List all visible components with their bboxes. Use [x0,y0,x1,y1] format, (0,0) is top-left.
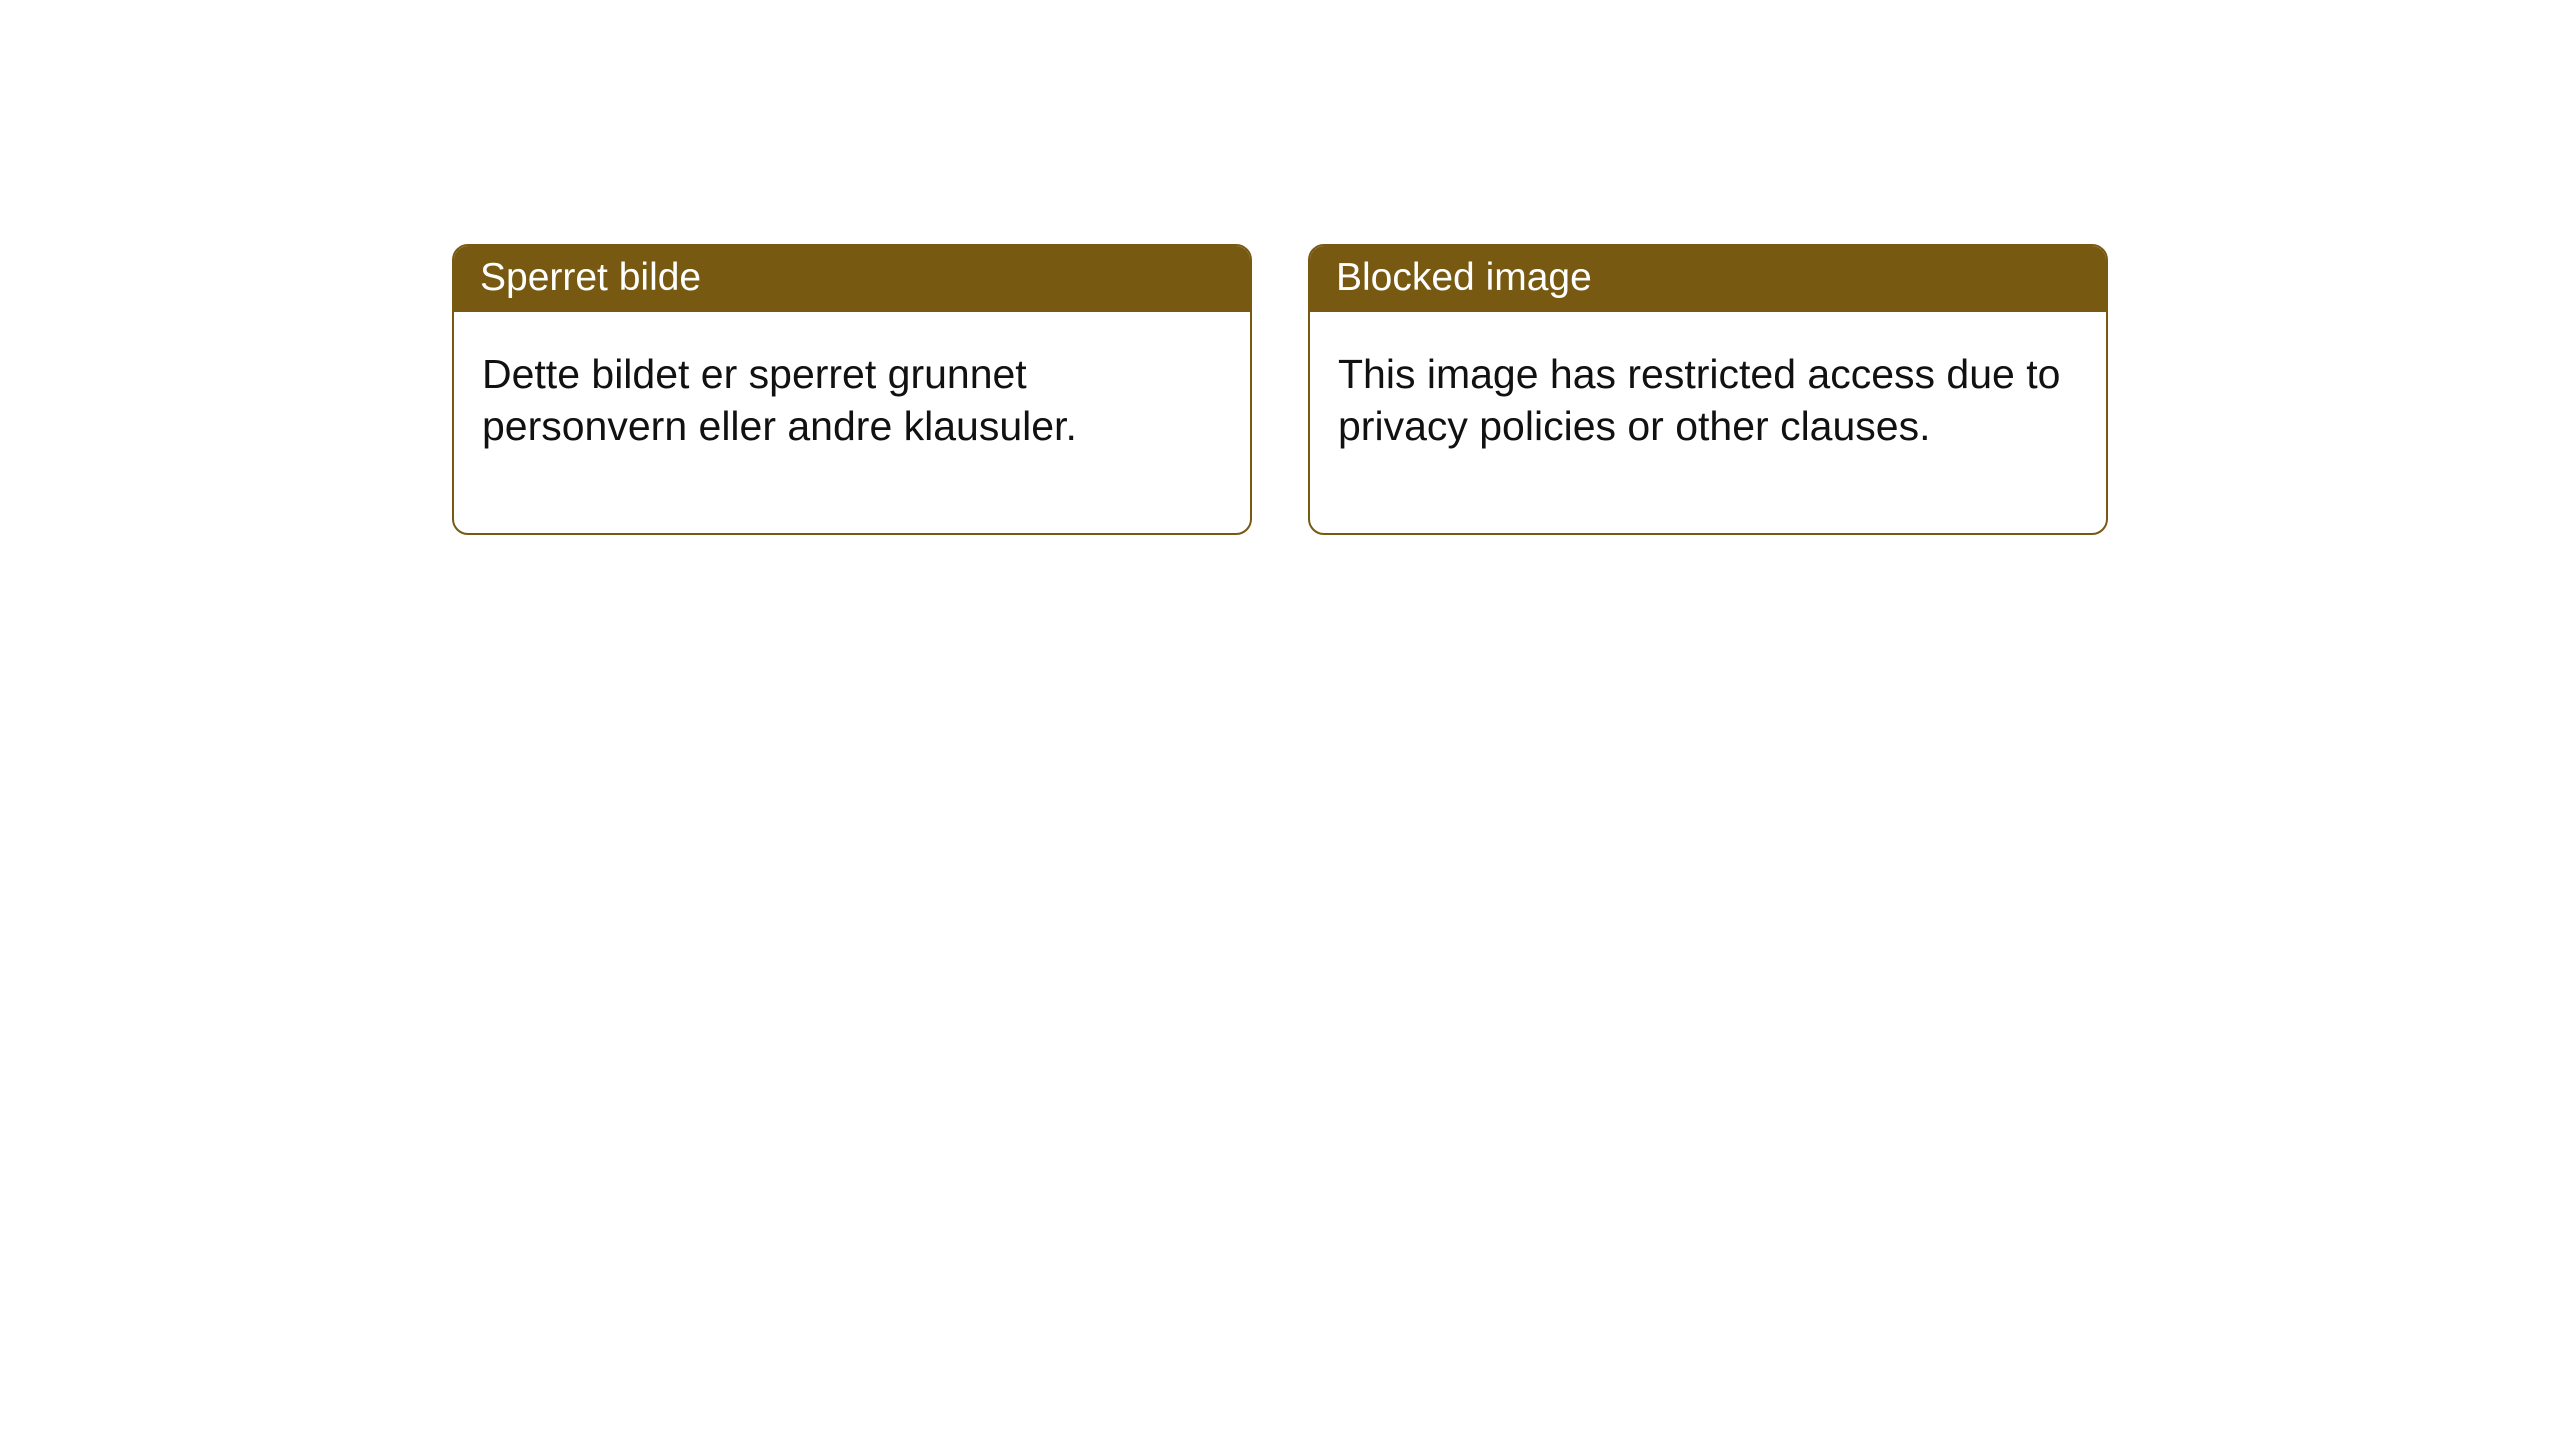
notice-title: Blocked image [1310,246,2106,312]
notice-body: Dette bildet er sperret grunnet personve… [454,312,1250,533]
notice-card-norwegian: Sperret bilde Dette bildet er sperret gr… [452,244,1252,535]
notice-title: Sperret bilde [454,246,1250,312]
notice-card-english: Blocked image This image has restricted … [1308,244,2108,535]
notice-body: This image has restricted access due to … [1310,312,2106,533]
blocked-image-notices: Sperret bilde Dette bildet er sperret gr… [0,0,2560,535]
